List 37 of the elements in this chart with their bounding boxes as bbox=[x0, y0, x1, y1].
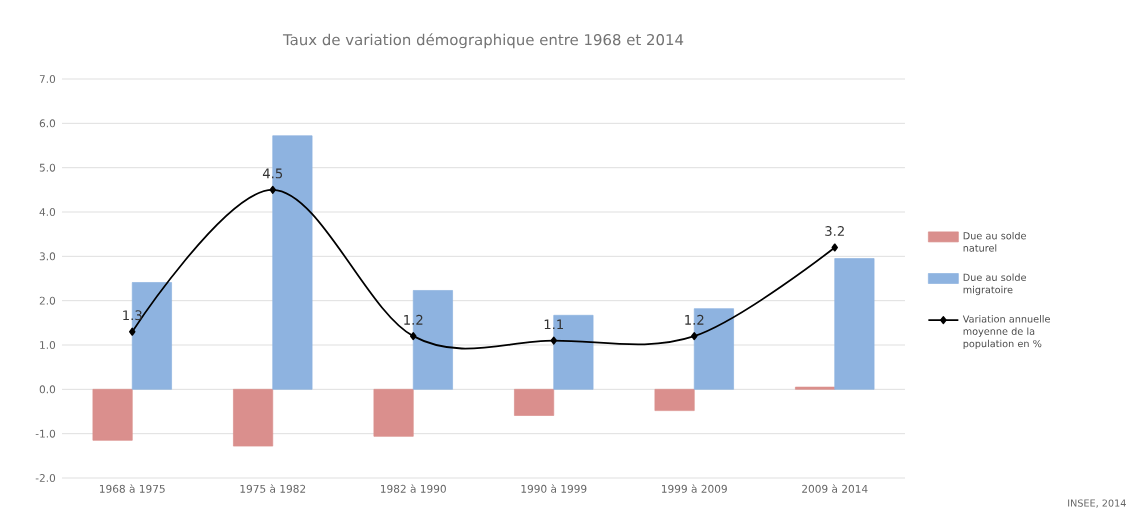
x-tick-label: 2009 à 2014 bbox=[802, 484, 868, 493]
y-tick-label: 5.0 bbox=[39, 163, 56, 172]
y-tick-label: 7.0 bbox=[39, 75, 56, 83]
y-tick-label: 4.0 bbox=[39, 208, 56, 216]
x-tick-label: 1999 à 2009 bbox=[661, 484, 727, 493]
y-tick-label: 2.0 bbox=[39, 296, 56, 305]
chart-title: Taux de variation démographique entre 1968 et 2014 bbox=[282, 33, 684, 49]
y-tick-label: 1.0 bbox=[40, 341, 56, 349]
point bbox=[269, 185, 276, 194]
legend-label: Due au solde migratoire bbox=[963, 273, 1026, 296]
y-tick-label: 6.0 bbox=[39, 119, 56, 128]
bar bbox=[373, 388, 414, 437]
data-label: 3.2 bbox=[825, 226, 844, 236]
data-label: 1.1 bbox=[544, 319, 564, 330]
bar bbox=[233, 388, 274, 447]
legend-label: Variation annuelle moyenne de la population en % bbox=[962, 315, 1050, 350]
point bbox=[550, 336, 557, 345]
point bbox=[831, 243, 838, 252]
point bbox=[410, 332, 417, 341]
y-tick-label: -1.0 bbox=[35, 429, 56, 438]
text: INSEE, 2014 bbox=[1068, 499, 1126, 508]
bar bbox=[795, 386, 836, 390]
x-tick-label: 1968 à 1975 bbox=[99, 484, 165, 493]
bar bbox=[834, 258, 875, 390]
bar bbox=[514, 388, 555, 416]
legend-label: Due au solde naturel bbox=[963, 231, 1026, 252]
x-tick-label: 1982 à 1990 bbox=[380, 484, 446, 493]
y-tick-label: -2.0 bbox=[35, 474, 56, 482]
y-tick-label: 0.0 bbox=[39, 385, 56, 394]
point bbox=[129, 327, 136, 336]
y-tick-label: 3.0 bbox=[39, 252, 56, 261]
bar bbox=[654, 388, 695, 411]
bar bbox=[92, 388, 133, 441]
point bbox=[690, 332, 698, 341]
x-tick-label: 1990 à 1999 bbox=[521, 484, 587, 493]
data-label: 4.5 bbox=[262, 168, 283, 179]
x-tick-label: 1975 à 1982 bbox=[240, 484, 306, 493]
